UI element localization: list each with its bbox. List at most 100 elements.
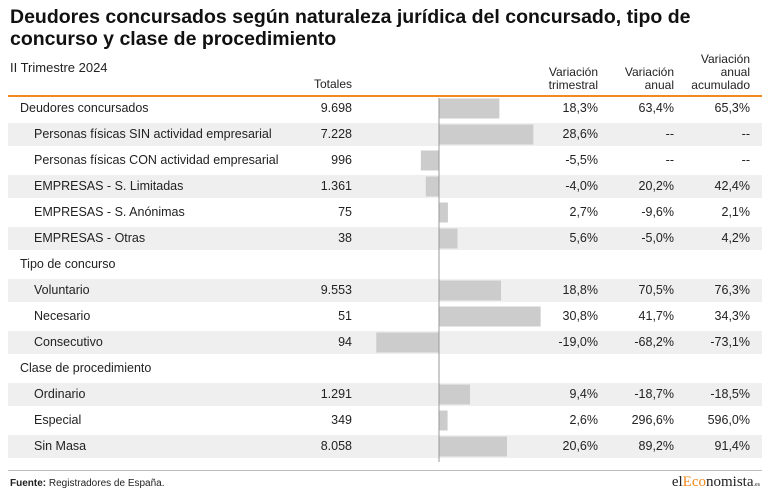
col-header-totales-text: Totales xyxy=(313,77,352,91)
row-var-trimestral: 28,6% xyxy=(562,127,598,141)
row-total: 1.361 xyxy=(320,179,352,193)
table-row: Consecutivo 94 -19,0% -68,2% -73,1% xyxy=(8,331,762,354)
row-label: Sin Masa xyxy=(34,439,87,453)
table-row: Personas físicas SIN actividad empresari… xyxy=(8,123,762,146)
row-var-anual: 89,2% xyxy=(638,439,674,453)
row-var-anual: 70,5% xyxy=(638,283,674,297)
table-row: Tipo de concurso xyxy=(8,253,762,276)
row-var-acumulado: 34,3% xyxy=(714,309,750,323)
row-label: EMPRESAS - S. Limitadas xyxy=(34,179,184,193)
row-total: 38 xyxy=(338,231,352,245)
row-total: 1.291 xyxy=(320,387,352,401)
row-label: Voluntario xyxy=(34,283,90,297)
row-var-acumulado: 91,4% xyxy=(714,439,750,453)
table-row: EMPRESAS - Otras 38 5,6% -5,0% 4,2% xyxy=(8,227,762,250)
col-header-trimestral-line1: Variación xyxy=(548,65,598,79)
row-var-anual: 41,7% xyxy=(638,309,674,323)
table-row: Ordinario 1.291 9,4% -18,7% -18,5% xyxy=(8,383,762,406)
row-total: 94 xyxy=(338,335,352,349)
row-total: 7.228 xyxy=(320,127,352,141)
table-row: Voluntario 9.553 18,8% 70,5% 76,3% xyxy=(8,279,762,302)
row-var-acumulado: -- xyxy=(741,127,750,141)
row-total: 9.553 xyxy=(320,283,352,297)
col-header-acumulado: Variación anual acumulado xyxy=(676,53,750,92)
row-var-acumulado: 2,1% xyxy=(721,205,751,219)
col-header-anual-line2: anual xyxy=(644,78,674,92)
row-var-anual: 63,4% xyxy=(638,101,674,115)
row-var-trimestral: 30,8% xyxy=(562,309,598,323)
row-var-anual: -- xyxy=(665,153,674,167)
row-var-anual: -5,0% xyxy=(641,231,674,245)
row-label: Tipo de concurso xyxy=(20,257,116,271)
row-var-acumulado: -- xyxy=(741,153,750,167)
logo-prefix: el xyxy=(671,474,683,490)
col-header-anual: Variación anual xyxy=(600,66,674,92)
chart-title: Deudores concursados según naturaleza ju… xyxy=(10,6,691,50)
row-var-trimestral: 9,4% xyxy=(569,387,599,401)
row-var-trimestral: 18,8% xyxy=(562,283,598,297)
logo-accent: Eco xyxy=(682,474,706,490)
col-header-totales: Totales xyxy=(262,78,352,91)
col-header-acumulado-line1: Variación xyxy=(700,52,750,66)
row-var-trimestral: -5,5% xyxy=(565,153,598,167)
col-header-trimestral: Variación trimestral xyxy=(518,66,598,92)
row-label: Personas físicas CON actividad empresari… xyxy=(34,153,279,167)
row-var-acumulado: 42,4% xyxy=(714,179,750,193)
row-var-acumulado: 596,0% xyxy=(707,413,750,427)
row-var-trimestral: -19,0% xyxy=(558,335,598,349)
source-text: Registradores de España. xyxy=(46,478,165,489)
row-var-trimestral: 5,6% xyxy=(569,231,599,245)
brand-logo: elEconomista.es xyxy=(672,474,760,491)
row-total: 51 xyxy=(338,309,352,323)
row-var-acumulado: 65,3% xyxy=(714,101,750,115)
logo-suffix: nomista xyxy=(706,474,754,490)
row-var-trimestral: -4,0% xyxy=(565,179,598,193)
row-var-trimestral: 18,3% xyxy=(562,101,598,115)
row-label: Necesario xyxy=(34,309,91,323)
table-row: Sin Masa 8.058 20,6% 89,2% 91,4% xyxy=(8,435,762,458)
row-var-acumulado: 76,3% xyxy=(714,283,750,297)
row-var-acumulado: -18,5% xyxy=(710,387,750,401)
row-total: 75 xyxy=(338,205,352,219)
table-row: Especial 349 2,6% 296,6% 596,0% xyxy=(8,409,762,432)
row-var-anual: -- xyxy=(665,127,674,141)
chart-subtitle: II Trimestre 2024 xyxy=(10,60,108,75)
row-total: 349 xyxy=(331,413,352,427)
row-var-trimestral: 20,6% xyxy=(562,439,598,453)
row-var-anual: -9,6% xyxy=(641,205,674,219)
col-header-trimestral-line2: trimestral xyxy=(548,78,598,92)
logo-small: .es xyxy=(753,482,761,488)
source-label: Fuente: xyxy=(10,478,47,489)
row-label: Ordinario xyxy=(34,387,86,401)
row-total: 8.058 xyxy=(320,439,352,453)
row-label: EMPRESAS - S. Anónimas xyxy=(34,205,185,219)
footer-rule xyxy=(8,470,762,471)
col-header-acumulado-line2: anual xyxy=(720,65,750,79)
table-row: Necesario 51 30,8% 41,7% 34,3% xyxy=(8,305,762,328)
row-label: Especial xyxy=(34,413,82,427)
row-label: Clase de procedimiento xyxy=(20,361,152,375)
table-row: Clase de procedimiento xyxy=(8,357,762,380)
row-label: EMPRESAS - Otras xyxy=(34,231,146,245)
row-var-anual: 20,2% xyxy=(638,179,674,193)
col-header-anual-line1: Variación xyxy=(624,65,674,79)
row-var-trimestral: 2,6% xyxy=(569,413,599,427)
row-total: 996 xyxy=(331,153,352,167)
row-var-acumulado: -73,1% xyxy=(710,335,750,349)
table-row: Personas físicas CON actividad empresari… xyxy=(8,149,762,172)
row-var-trimestral: 2,7% xyxy=(569,205,599,219)
row-var-anual: -18,7% xyxy=(634,387,674,401)
col-header-acumulado-line3: acumulado xyxy=(691,78,750,92)
row-total: 9.698 xyxy=(320,101,352,115)
row-var-acumulado: 4,2% xyxy=(721,231,751,245)
table-row: EMPRESAS - S. Limitadas 1.361 -4,0% 20,2% 42… xyxy=(8,175,762,198)
table-row: Deudores concursados 9.698 18,3% 63,4% 65,3% xyxy=(8,97,762,120)
row-label: Personas físicas SIN actividad empresari… xyxy=(34,127,272,141)
row-label: Deudores concursados xyxy=(20,101,149,115)
source-note: Fuente: Registradores de España. xyxy=(10,478,165,489)
row-var-anual: -68,2% xyxy=(634,335,674,349)
row-var-anual: 296,6% xyxy=(631,413,674,427)
header-rule xyxy=(8,95,762,97)
table-row: EMPRESAS - S. Anónimas 75 2,7% -9,6% 2,1% xyxy=(8,201,762,224)
row-label: Consecutivo xyxy=(34,335,103,349)
